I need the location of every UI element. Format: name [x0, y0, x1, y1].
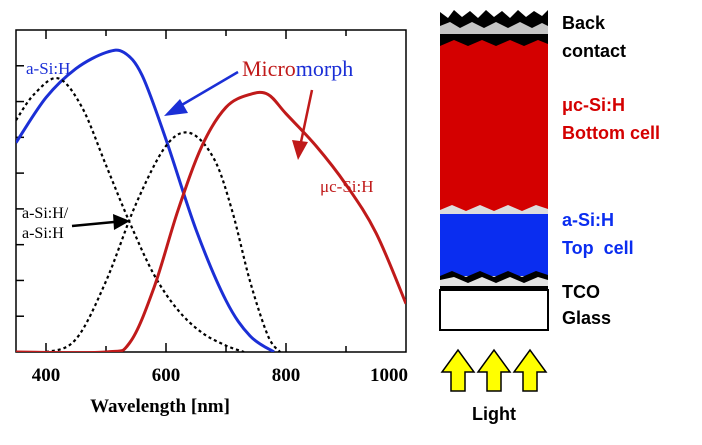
plot-frame	[15, 29, 407, 353]
micromorph-part-micro: Micro	[242, 56, 296, 81]
label-a-si-h: a-Si:H	[26, 59, 70, 78]
x-axis-label: Wavelength [nm]	[90, 396, 230, 417]
light-arrow-up-3	[512, 348, 548, 392]
label-tandem-line2: a-Si:H	[22, 225, 64, 242]
x-tick-labels: 400 600 800 1000	[32, 365, 408, 386]
x-tick-label: 400	[32, 365, 61, 386]
micromorph-label: Micromorph	[242, 56, 353, 81]
series-line-3	[16, 90, 406, 352]
spectral-response-chart: 400 600 800 1000 Wavelength [nm] a-Si:H Mic…	[15, 29, 408, 417]
label-back: Back	[562, 13, 606, 33]
light-label: Light	[472, 404, 516, 424]
light-arrow-up-1	[440, 348, 476, 392]
label-glass: Glass	[562, 308, 611, 328]
arrow-black	[71, 214, 130, 230]
light-arrows	[440, 348, 548, 392]
label-tco: TCO	[562, 282, 600, 302]
top-cell-layer	[440, 207, 548, 276]
series-line-1	[16, 77, 245, 352]
series-layer	[16, 48, 406, 352]
micromorph-part-morph: morph	[296, 56, 353, 81]
label-contact: contact	[562, 41, 626, 61]
cell-stack-diagram: Back contact μc-Si:H Bottom cell a-Si:H …	[439, 10, 660, 424]
x-tick-label: 600	[152, 365, 181, 386]
label-bottom-cell: Bottom cell	[562, 123, 660, 143]
bottom-cell-layer	[440, 40, 548, 212]
back-contact-texture	[440, 22, 548, 34]
interface-layer	[440, 205, 548, 214]
glass-layer	[439, 289, 549, 331]
x-tick-label: 800	[272, 365, 301, 386]
tco-texture	[440, 277, 548, 286]
y-axis-ticks	[16, 65, 24, 317]
label-muc-si-h-stack: μc-Si:H	[562, 95, 625, 115]
label-a-si-h-stack: a-Si:H	[562, 210, 614, 230]
light-arrow-up-2	[476, 348, 512, 392]
label-muc-si-h: μc-Si:H	[320, 177, 374, 196]
x-axis-ticks	[45, 30, 347, 352]
series-line-0	[16, 48, 275, 352]
series-line-2	[16, 131, 281, 352]
label-top-cell: Top cell	[562, 238, 634, 258]
x-tick-label: 1000	[370, 365, 408, 386]
arrow-red	[292, 89, 314, 160]
label-tandem-line1: a-Si:H/	[22, 205, 69, 222]
arrow-blue	[164, 70, 239, 116]
